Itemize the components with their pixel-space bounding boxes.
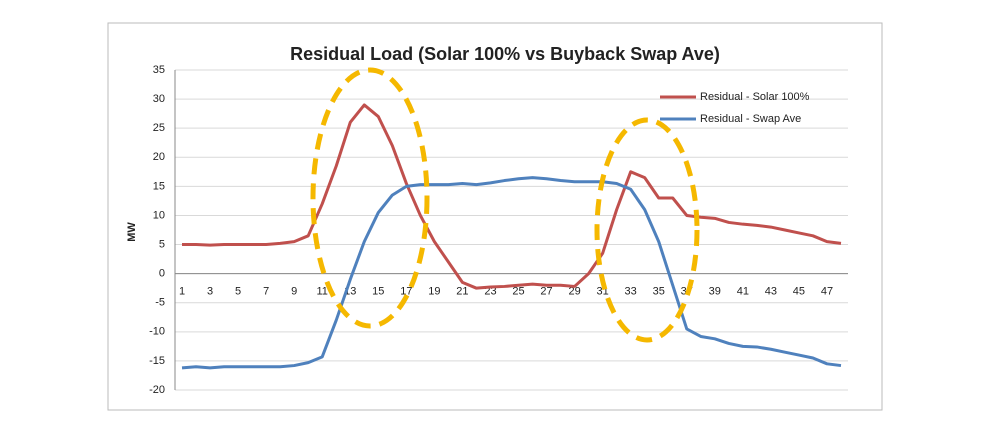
x-tick-label: 7 — [263, 286, 269, 298]
y-tick-label: -20 — [149, 384, 165, 396]
x-tick-label: 21 — [456, 286, 468, 298]
x-tick-label: 47 — [821, 286, 833, 298]
x-tick-label: 17 — [400, 286, 412, 298]
y-tick-label: 15 — [153, 180, 165, 192]
x-tick-label: 19 — [428, 286, 440, 298]
x-tick-label: 15 — [372, 286, 384, 298]
x-tick-label: 5 — [235, 286, 241, 298]
x-tick-label: 45 — [793, 286, 805, 298]
x-tick-label: 29 — [568, 286, 580, 298]
x-tick-label: 11 — [317, 286, 328, 298]
y-tick-label: 10 — [153, 209, 165, 221]
chart-frame — [107, 22, 883, 411]
y-tick-label: 35 — [153, 64, 165, 76]
y-tick-label: -10 — [149, 326, 165, 338]
legend-label: Residual - Swap Ave — [700, 113, 801, 125]
y-tick-label: -5 — [155, 297, 165, 309]
series-line — [182, 103, 842, 290]
chart-title: Residual Load (Solar 100% vs Buyback Swa… — [290, 44, 720, 64]
x-tick-label: 3 — [207, 286, 213, 298]
x-tick-label: 41 — [737, 286, 749, 298]
y-tick-label: 20 — [153, 151, 165, 163]
x-tick-label: 1 — [179, 286, 185, 298]
y-tick-label: 0 — [159, 268, 165, 280]
y-axis-label: MW — [126, 222, 138, 242]
x-tick-label: 27 — [540, 286, 552, 298]
x-tick-label: 9 — [291, 286, 297, 298]
highlight-ellipse — [594, 117, 700, 343]
y-tick-label: 30 — [153, 93, 165, 105]
highlight-ellipse — [310, 67, 430, 329]
x-tick-label: 33 — [625, 286, 637, 298]
y-tick-label: -15 — [149, 355, 165, 367]
x-tick-label: 25 — [512, 286, 524, 298]
x-tick-label: 39 — [709, 286, 721, 298]
x-tick-label: 43 — [765, 286, 777, 298]
y-tick-label: 25 — [153, 122, 165, 134]
y-tick-label: 5 — [159, 238, 165, 250]
series-line — [181, 176, 842, 370]
legend-label: Residual - Solar 100% — [700, 91, 810, 103]
x-tick-label: 35 — [653, 286, 665, 298]
